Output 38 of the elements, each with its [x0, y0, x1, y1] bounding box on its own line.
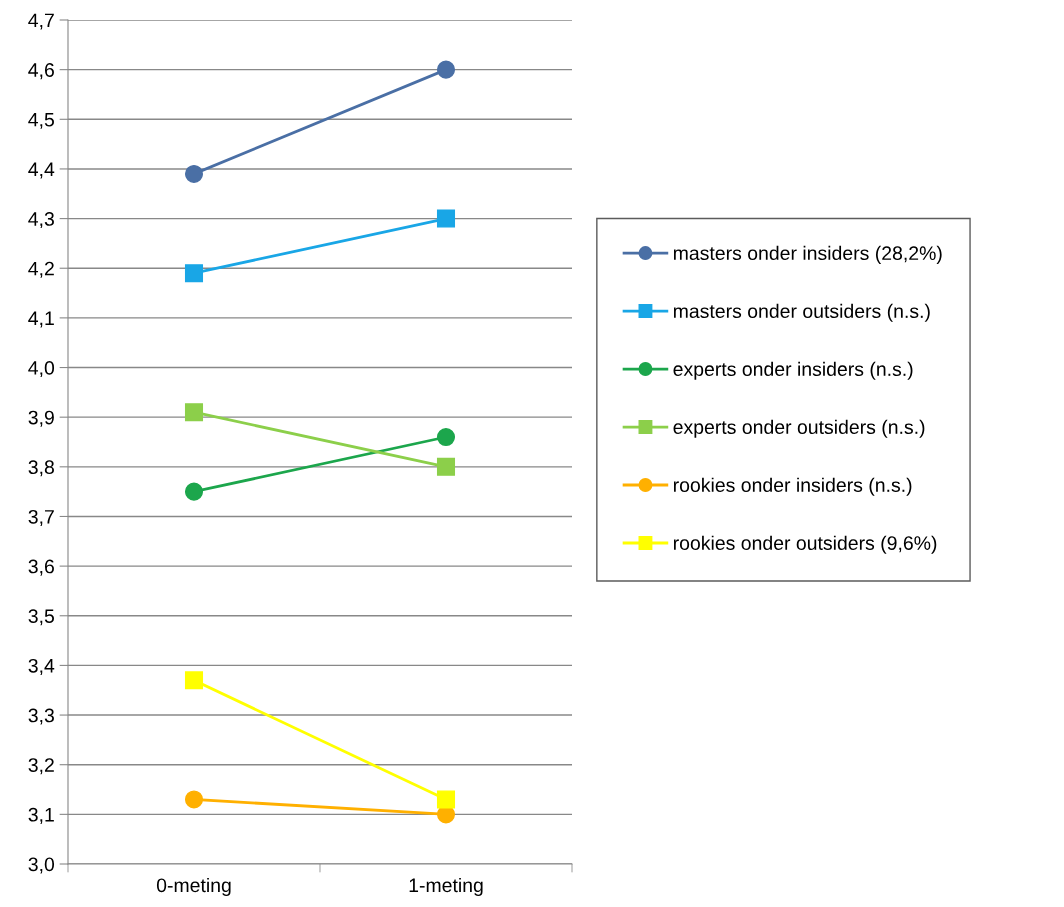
legend-label: experts onder insiders (n.s.) [673, 361, 913, 380]
y-tick-label: 3,8 [28, 460, 54, 477]
point [436, 805, 456, 824]
x-tick-label: 0-meting [156, 877, 231, 897]
y-tick-label: 3,7 [28, 509, 54, 526]
legend-label: experts onder outsiders (n.s.) [673, 419, 925, 438]
point [436, 209, 456, 228]
y-tick-label: 3,3 [28, 708, 54, 725]
y-tick-label: 4,2 [28, 261, 54, 278]
y-tick-label: 3,5 [28, 609, 54, 626]
legend-label: masters onder outsiders (n.s.) [673, 303, 930, 322]
y-tick-label: 3,6 [28, 559, 54, 576]
y-tick-label: 4,4 [28, 162, 55, 179]
y-tick-label: 4,7 [28, 13, 54, 30]
point [436, 790, 456, 809]
point [184, 264, 204, 283]
legend-label: rookies onder insiders (n.s.) [673, 477, 912, 496]
point [184, 403, 204, 422]
point [184, 482, 204, 501]
point [184, 164, 204, 183]
y-tick-label: 4,0 [28, 361, 55, 378]
y-tick-label: 3,1 [28, 807, 54, 824]
legend-label: rookies onder outsiders (9,6%) [673, 535, 937, 554]
y-tick-label: 4,1 [28, 311, 54, 328]
x-tick-label: 1-meting [409, 877, 483, 897]
point [184, 790, 204, 809]
point [436, 457, 456, 476]
y-tick-label: 3,4 [28, 658, 55, 675]
point [184, 671, 204, 690]
legend-label: masters onder insiders (28,2%) [673, 245, 942, 264]
point [436, 60, 456, 79]
y-tick-label: 3,9 [28, 410, 54, 427]
point [436, 428, 456, 447]
y-tick-label: 3,2 [28, 758, 54, 775]
y-tick-label: 3,0 [28, 857, 55, 874]
y-tick-label: 4,5 [28, 112, 54, 129]
y-tick-label: 4,6 [28, 63, 54, 80]
y-tick-label: 4,3 [28, 212, 54, 229]
